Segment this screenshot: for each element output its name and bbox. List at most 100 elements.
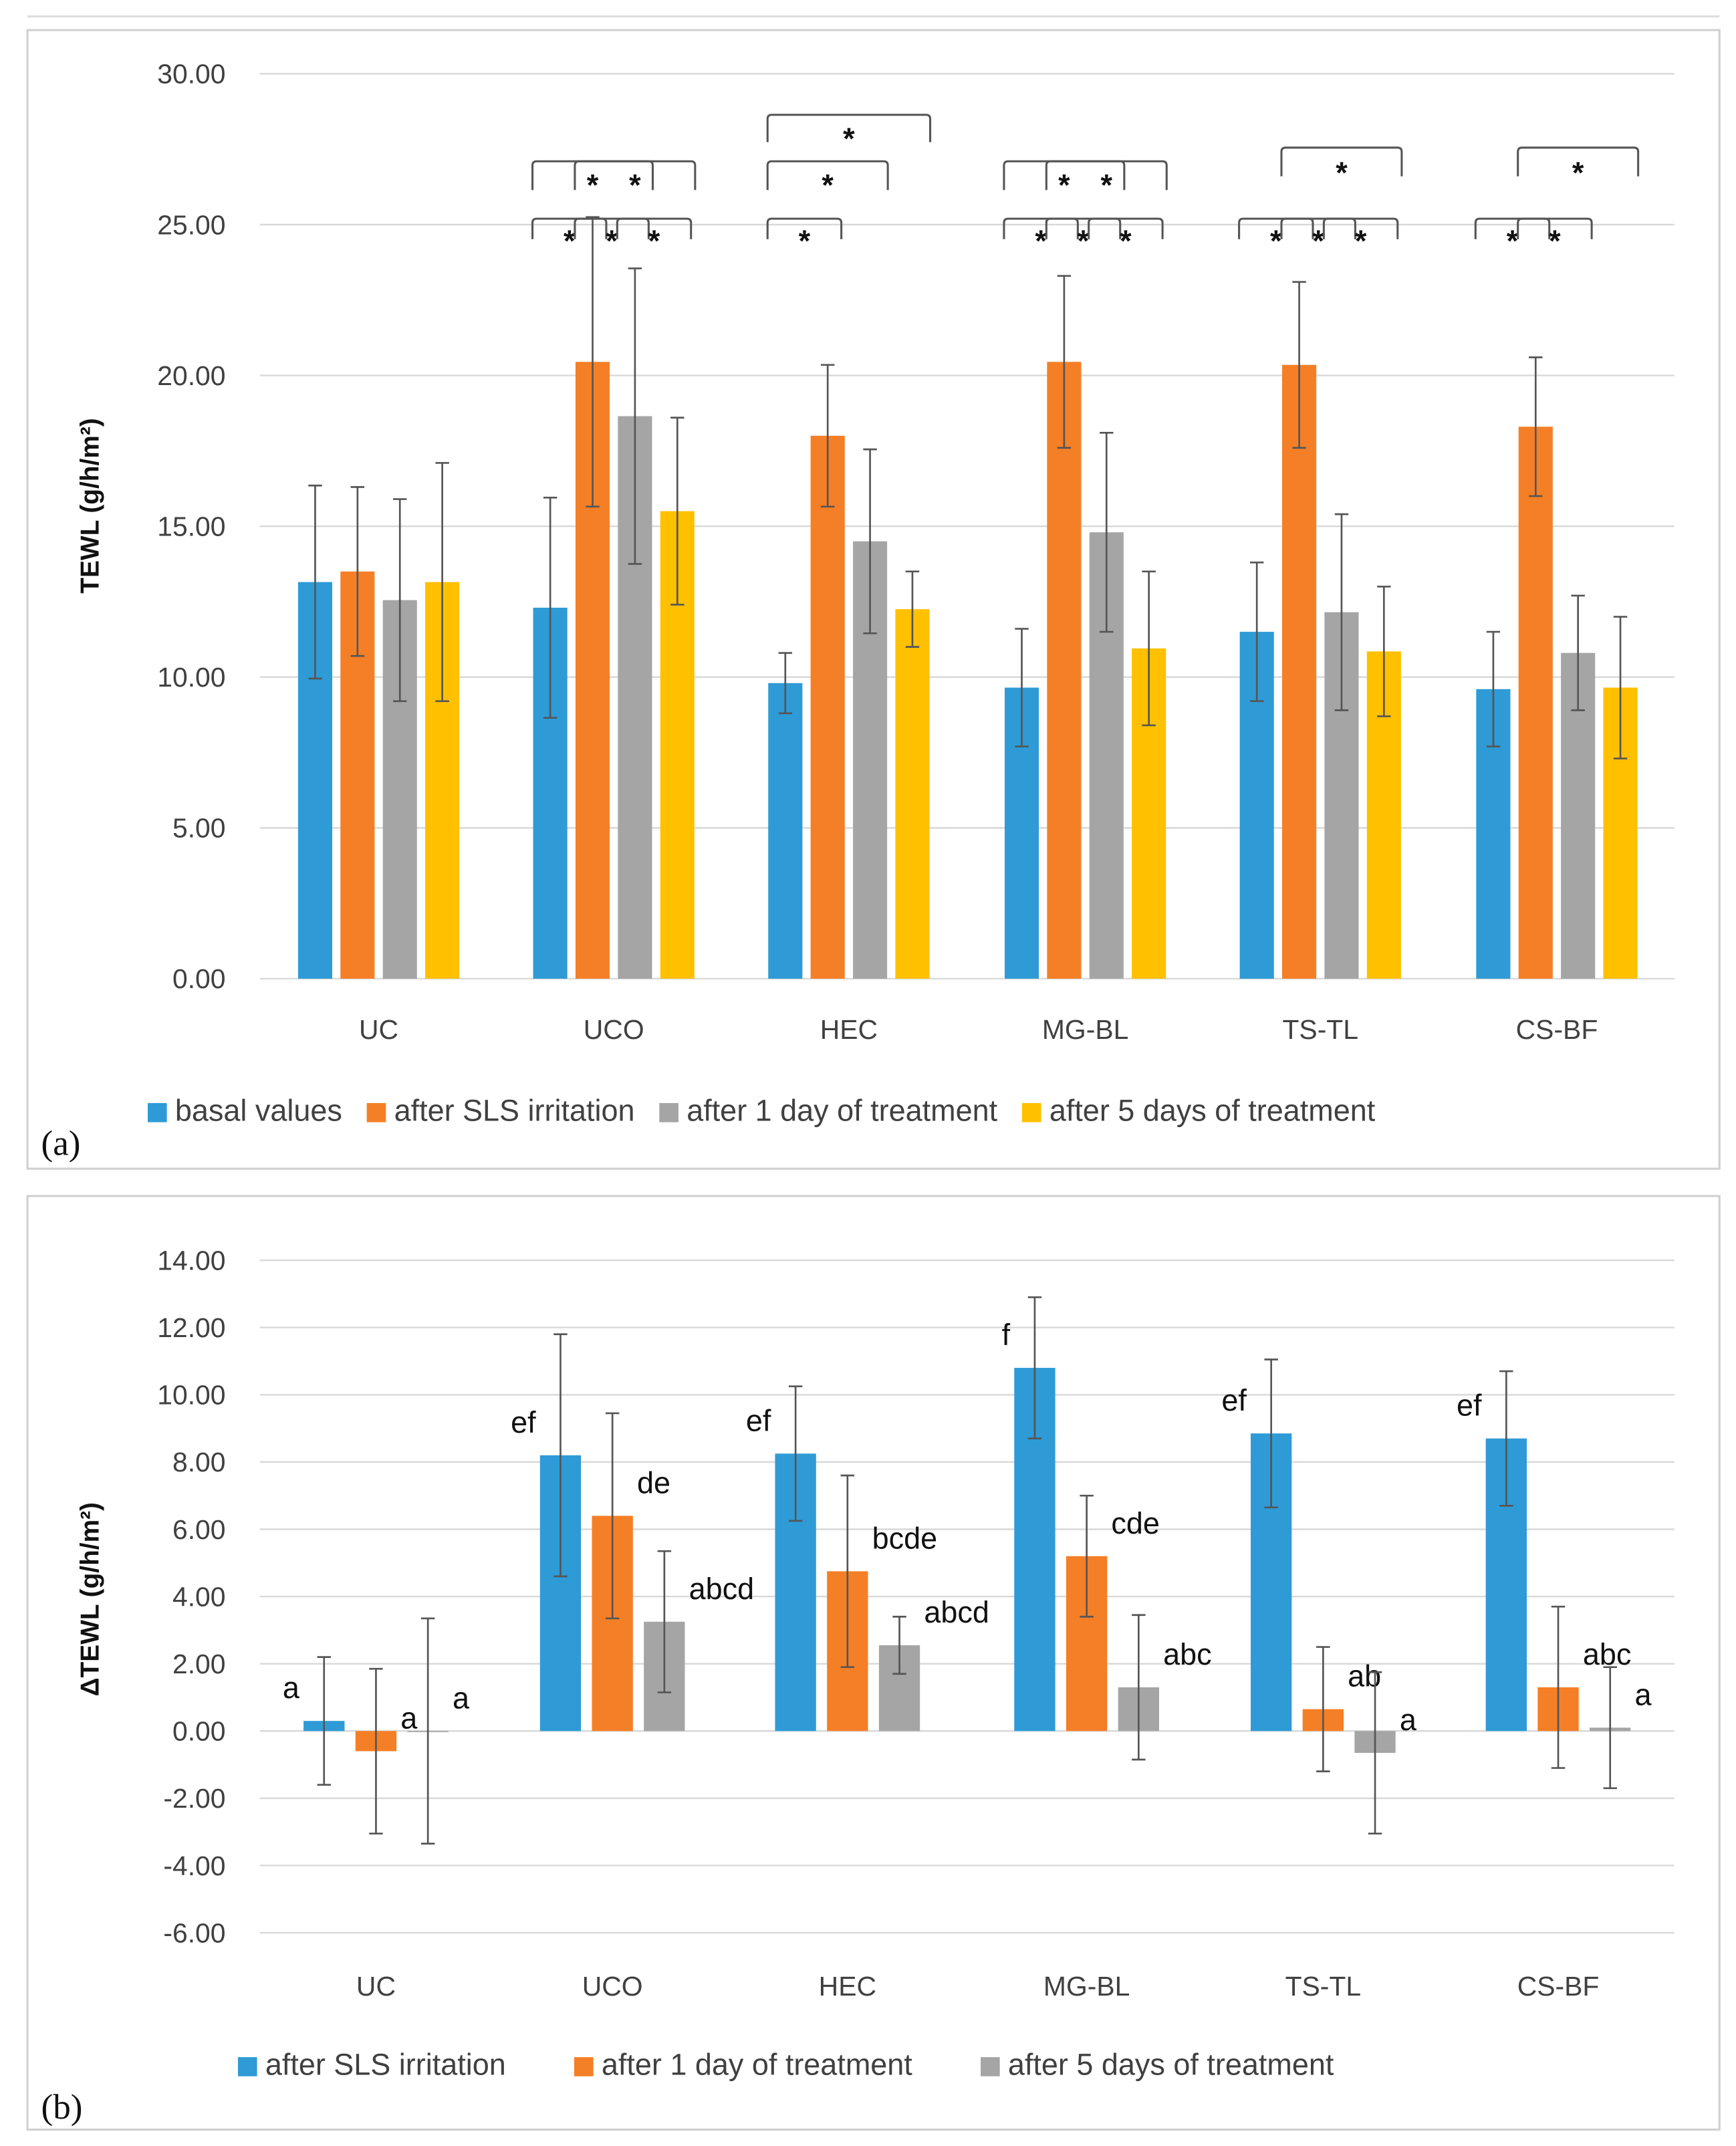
significance-letters: ef <box>746 1403 771 1437</box>
error-bar <box>1142 570 1156 727</box>
bar <box>1047 362 1082 979</box>
y-tick-label: 0.00 <box>172 1716 226 1747</box>
legend-swatch <box>237 2057 257 2076</box>
significance-bracket <box>766 114 932 142</box>
error-bar <box>435 462 449 703</box>
chart-panel-a: (a) TEWL (g/h/m²) 0.00 5.00 10.00 15.00 20.0… <box>26 29 1721 1170</box>
y-tick-label: 2.00 <box>172 1649 226 1679</box>
bar <box>1518 427 1553 979</box>
error-bar <box>1571 594 1585 711</box>
error-bar <box>308 484 322 680</box>
significance-star: * <box>1035 224 1047 258</box>
significance-star: * <box>1507 224 1519 258</box>
error-bar <box>820 364 835 508</box>
significance-star: * <box>606 224 618 258</box>
error-bar <box>788 1385 803 1522</box>
x-tick-label: CS-BF <box>1516 1014 1598 1045</box>
error-bar <box>1603 1666 1617 1790</box>
bar <box>768 683 803 979</box>
error-bar <box>1100 431 1114 633</box>
significance-letters: cde <box>1111 1506 1160 1540</box>
y-tick-label: 10.00 <box>157 1380 225 1411</box>
significance-bracket <box>1280 146 1403 176</box>
x-tick-label: CS-BF <box>1517 1971 1600 2002</box>
significance-bracket <box>1517 217 1593 239</box>
error-bar <box>1132 1614 1146 1761</box>
significance-star: * <box>629 168 641 202</box>
error-bar <box>840 1474 855 1669</box>
significance-bracket <box>1280 217 1356 239</box>
significance-letters: bcde <box>872 1521 938 1555</box>
y-tick-label: 15.00 <box>157 511 225 542</box>
error-bar <box>628 267 642 565</box>
significance-bracket <box>616 217 693 239</box>
significance-letters: a <box>1635 1677 1652 1711</box>
significance-bracket <box>1517 146 1640 176</box>
y-tick-label: -4.00 <box>163 1851 225 1881</box>
error-bar <box>553 1333 568 1578</box>
error-bar <box>1486 630 1501 747</box>
significance-letters: a <box>283 1671 300 1705</box>
error-bar <box>1027 1296 1042 1440</box>
significance-bracket <box>1045 160 1168 191</box>
error-bar <box>369 1667 383 1834</box>
y-axis-label-a: TEWL (g/h/m²) <box>76 418 104 593</box>
significance-letters: ef <box>1457 1389 1482 1423</box>
bar <box>810 435 845 979</box>
chart-panel-b: (b) ΔTEWL (g/h/m²) -6.00 -4.00 -2.00 0.00 2.… <box>26 1195 1721 2131</box>
error-bar <box>1080 1494 1094 1618</box>
x-tick-label: UC <box>356 1971 396 2002</box>
y-tick-label: 8.00 <box>172 1447 226 1477</box>
x-tick-label: TS-TL <box>1285 1971 1362 2002</box>
error-bar <box>1015 628 1029 747</box>
significance-letters: ab <box>1348 1659 1381 1693</box>
significance-star: * <box>1549 224 1561 258</box>
significance-letters: ef <box>1221 1383 1247 1417</box>
y-tick-label: -2.00 <box>163 1783 225 1814</box>
error-bar <box>350 486 365 657</box>
panel-a-frame <box>26 29 1721 1170</box>
error-bar <box>905 570 920 648</box>
significance-bracket <box>574 160 697 191</box>
y-tick-label: 20.00 <box>157 360 225 391</box>
error-bar <box>586 216 600 508</box>
significance-star: * <box>1058 168 1070 202</box>
y-tick-label: 5.00 <box>172 813 226 844</box>
legend-swatch <box>574 2057 594 2076</box>
significance-letters: a <box>1400 1703 1417 1737</box>
legend-entry: after 1 day of treatment <box>687 1094 997 1128</box>
x-tick-label: UC <box>359 1014 398 1045</box>
error-bar <box>1377 586 1391 717</box>
y-tick-label: 10.00 <box>157 662 225 693</box>
y-tick-label: 25.00 <box>157 209 225 240</box>
significance-bracket <box>531 217 608 239</box>
error-bar <box>1529 356 1543 497</box>
legend-entry: basal values <box>175 1094 342 1128</box>
significance-star: * <box>648 224 660 258</box>
significance-star: * <box>1120 224 1132 258</box>
error-bar <box>1316 1646 1330 1772</box>
error-bar <box>892 1615 906 1675</box>
significance-bracket <box>1045 217 1122 239</box>
significance-bracket <box>766 160 889 191</box>
legend-entry: after 5 days of treatment <box>1049 1094 1376 1128</box>
significance-bracket <box>574 217 650 239</box>
significance-bracket <box>1003 217 1079 239</box>
x-tick-label: TS-TL <box>1282 1014 1358 1045</box>
significance-star: * <box>1355 224 1367 258</box>
legend-entry: after 1 day of treatment <box>602 2048 912 2082</box>
error-bar <box>1613 616 1628 759</box>
significance-letters: f <box>1002 1318 1011 1352</box>
y-tick-label: 12.00 <box>157 1312 225 1343</box>
significance-bracket <box>1322 217 1399 239</box>
legend-swatch <box>148 1102 167 1122</box>
significance-star: * <box>1572 156 1584 190</box>
significance-letters: abcd <box>924 1595 989 1629</box>
significance-star: * <box>799 224 811 258</box>
legend-swatch <box>659 1102 678 1122</box>
legend-swatch <box>366 1102 386 1122</box>
significance-letters: ef <box>511 1405 536 1439</box>
significance-letters: a <box>453 1681 470 1715</box>
y-tick-label: 14.00 <box>157 1245 225 1276</box>
significance-star: * <box>587 168 599 202</box>
